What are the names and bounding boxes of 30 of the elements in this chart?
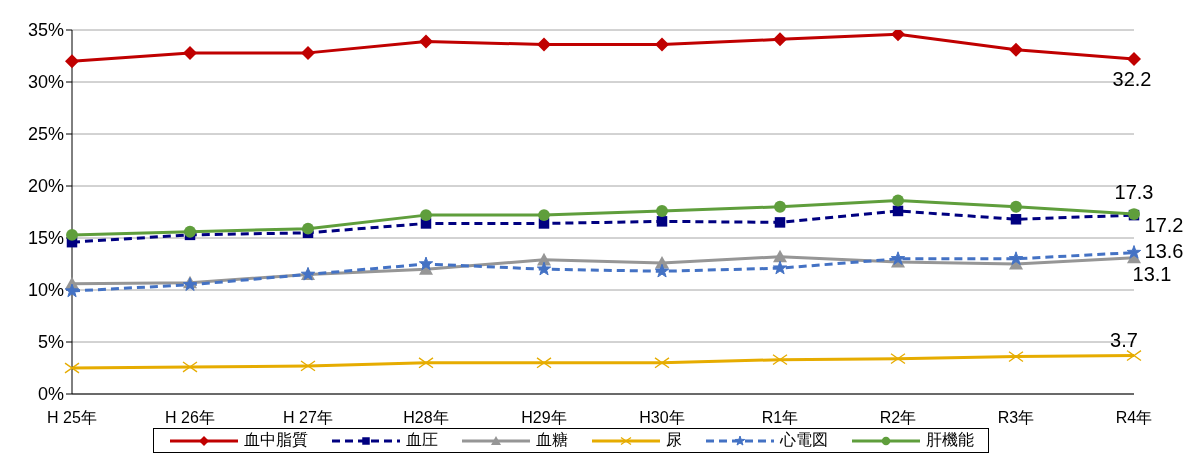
x-tick-label: H28年 [403, 409, 449, 427]
y-tick-label: 35% [27, 20, 64, 41]
legend-label: 心電図 [780, 430, 828, 450]
legend-label: 尿 [666, 430, 682, 450]
data-label: 13.1 [1132, 263, 1172, 286]
data-label: 17.2 [1144, 214, 1184, 237]
legend-label: 血中脂質 [244, 430, 308, 450]
x-tick-label: R2年 [879, 409, 917, 427]
x-tick-label: H 26年 [165, 409, 215, 427]
x-tick-label: R1年 [761, 409, 799, 427]
legend-label: 血糖 [536, 430, 568, 450]
y-tick-label: 20% [27, 176, 64, 197]
data-label: 17.3 [1114, 181, 1154, 204]
data-label: 13.6 [1144, 239, 1184, 262]
y-tick-label: 5% [37, 332, 64, 353]
x-tick-label: H30年 [639, 409, 685, 427]
legend-label: 肝機能 [926, 430, 974, 450]
x-tick-label: H 25年 [47, 409, 97, 427]
x-tick-label: H 27年 [283, 409, 333, 427]
x-tick-label: H29年 [521, 409, 567, 427]
y-tick-label: 25% [27, 124, 64, 145]
x-tick-label: R4年 [1115, 409, 1153, 427]
y-tick-label: 15% [27, 228, 64, 249]
data-label: 3.7 [1110, 328, 1138, 351]
y-tick-label: 0% [37, 384, 64, 405]
legend-label: 血圧 [406, 430, 438, 450]
y-tick-label: 10% [27, 280, 64, 301]
data-label: 32.2 [1112, 68, 1152, 91]
x-tick-label: R3年 [997, 409, 1035, 427]
y-tick-label: 30% [27, 72, 64, 93]
